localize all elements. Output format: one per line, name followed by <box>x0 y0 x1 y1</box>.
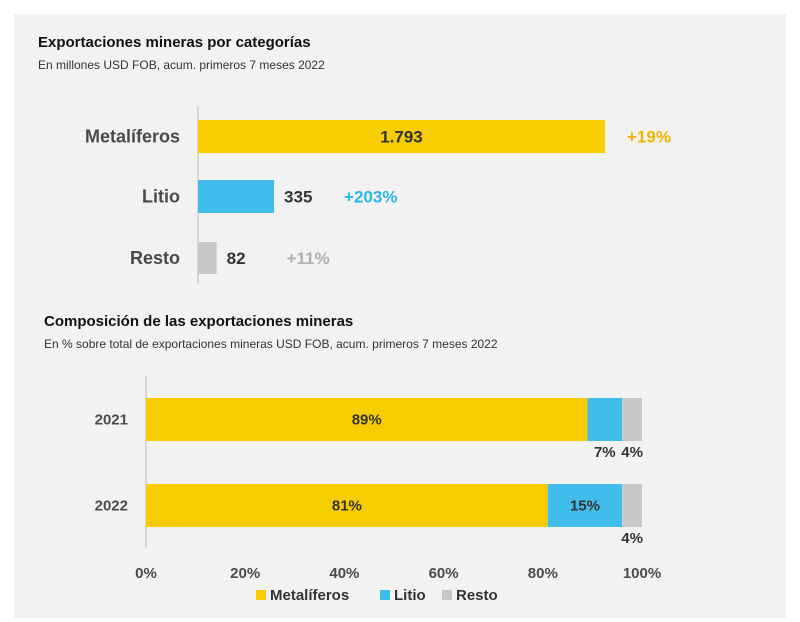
segment-metaliferos-2021 <box>146 398 588 441</box>
segment-label-resto-2021: 4% <box>621 444 643 461</box>
segment-litio-2021 <box>587 398 623 441</box>
segment-label-litio-2022: 15% <box>570 498 600 515</box>
category-label-metaliferos: Metalíferos <box>85 127 180 147</box>
x-tick-label-20: 20% <box>230 565 260 582</box>
segment-metaliferos-2022 <box>146 484 548 527</box>
value-label-metaliferos: 1.793 <box>380 128 423 147</box>
legend-swatch-metaliferos <box>256 590 266 600</box>
legend-label-litio: Litio <box>394 587 426 604</box>
chart2-title: Composición de las exportaciones mineras <box>44 313 354 330</box>
chart1-subtitle: En millones USD FOB, acum. primeros 7 me… <box>38 58 325 72</box>
chart1-title: Exportaciones mineras por categorías <box>38 34 311 51</box>
segment-label-resto-2022: 4% <box>621 530 643 547</box>
legend-swatch-resto <box>442 590 452 600</box>
legend-swatch-litio <box>380 590 390 600</box>
bar-resto <box>198 242 217 274</box>
year-label-2021: 2021 <box>95 412 128 429</box>
category-label-litio: Litio <box>142 187 180 207</box>
segment-resto-2022 <box>622 484 642 527</box>
chart2-subtitle: En % sobre total de exportaciones minera… <box>44 337 498 351</box>
value-label-resto: 82 <box>227 249 246 268</box>
value-label-litio: 335 <box>284 188 312 207</box>
legend-label-metaliferos: Metalíferos <box>270 587 349 604</box>
growth-label-litio: +203% <box>344 188 397 207</box>
legend-label-resto: Resto <box>456 587 498 604</box>
bar-litio <box>198 180 275 213</box>
segment-label-metaliferos-2022: 81% <box>332 498 362 515</box>
growth-label-metaliferos: +19% <box>627 128 671 147</box>
x-tick-label-60: 60% <box>429 565 459 582</box>
growth-label-resto: +11% <box>287 249 330 268</box>
segment-label-litio-2021: 7% <box>594 444 616 461</box>
year-label-2022: 2022 <box>95 498 128 515</box>
segment-litio-2022 <box>547 484 623 527</box>
x-tick-label-80: 80% <box>528 565 558 582</box>
x-tick-label-100: 100% <box>623 565 661 582</box>
x-tick-label-0: 0% <box>135 565 157 582</box>
segment-label-metaliferos-2021: 89% <box>352 412 382 429</box>
x-tick-label-40: 40% <box>329 565 359 582</box>
segment-resto-2021 <box>622 398 642 441</box>
bar-metaliferos <box>198 120 605 153</box>
category-label-resto: Resto <box>130 248 180 268</box>
